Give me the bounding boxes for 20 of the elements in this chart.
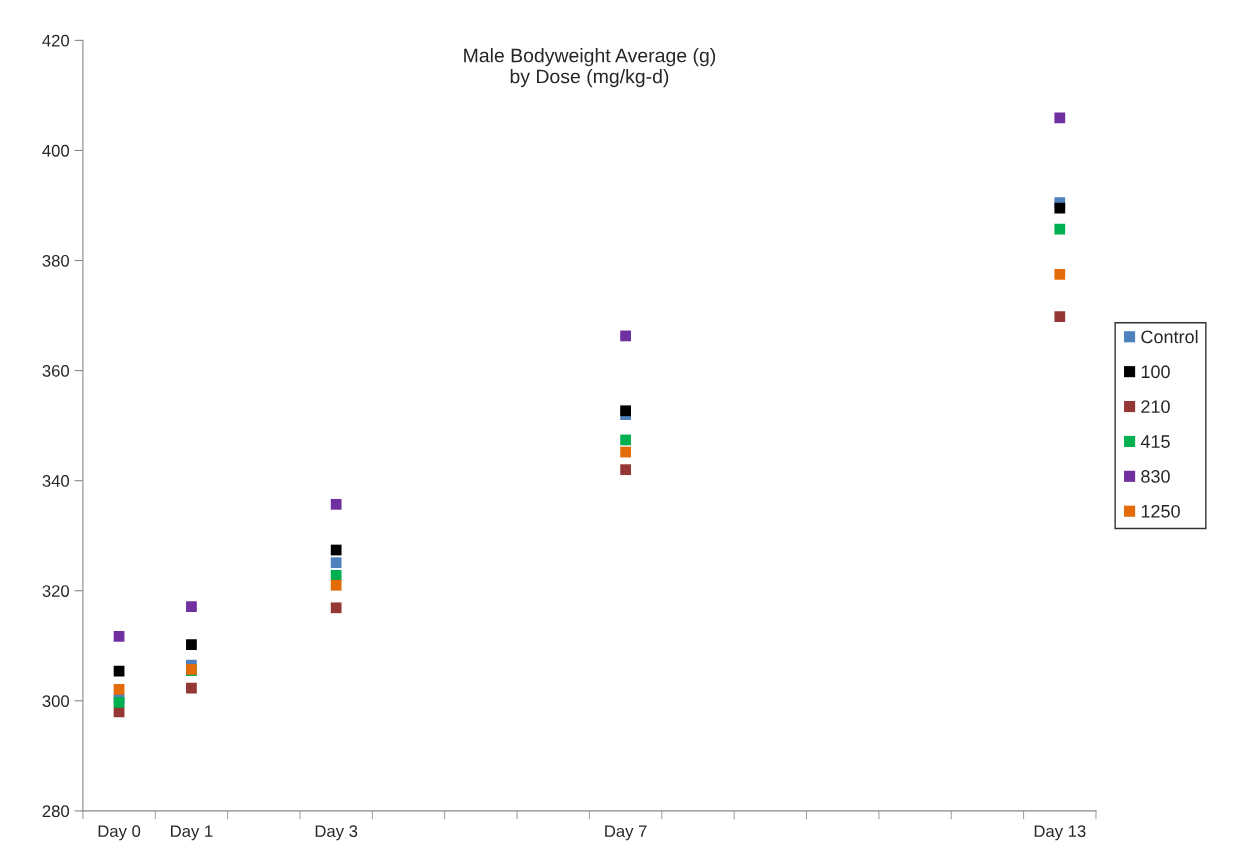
- legend-label: 415: [1140, 435, 1170, 448]
- y-tick-label: 360: [42, 365, 70, 377]
- y-tick-label: 300: [42, 695, 70, 708]
- legend-label: 1250: [1141, 504, 1180, 518]
- x-tick-label: Day 3: [315, 825, 358, 841]
- legend-label: Control: [1141, 330, 1198, 344]
- x-tick-label: Day 13: [1034, 825, 1086, 841]
- legend-label: 210: [1141, 400, 1170, 414]
- x-tick-label: Day 0: [98, 825, 141, 841]
- y-tick-label: 400: [42, 144, 70, 157]
- y-tick-label: 420: [42, 34, 70, 47]
- y-tick-label: 340: [42, 475, 70, 487]
- y-tick-label: 320: [42, 585, 70, 597]
- legend-label: 830: [1141, 470, 1170, 483]
- x-tick-label: Day 1: [171, 825, 213, 841]
- x-tick-label: Day 7: [605, 825, 647, 841]
- legend-label: 100: [1141, 365, 1170, 379]
- text: Male Bodyweight Average (g) by Dose (mg/kg-d): [464, 48, 716, 88]
- y-tick-label: 380: [42, 254, 70, 267]
- y-tick-label: 280: [42, 805, 70, 818]
